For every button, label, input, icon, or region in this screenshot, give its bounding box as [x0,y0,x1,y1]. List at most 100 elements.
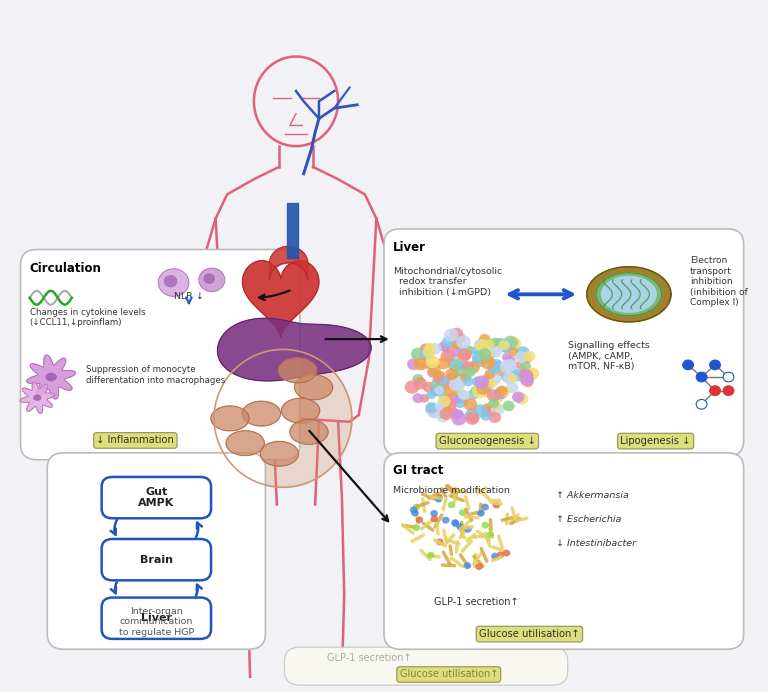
Text: ↓ Intestinibacter: ↓ Intestinibacter [556,539,636,548]
Circle shape [491,401,501,410]
Polygon shape [27,355,75,399]
Circle shape [460,346,469,354]
Circle shape [489,359,503,371]
Circle shape [439,394,452,407]
Polygon shape [282,399,319,423]
Circle shape [472,385,487,399]
Circle shape [474,340,484,349]
Circle shape [458,377,467,385]
Circle shape [475,341,486,352]
Circle shape [491,553,498,560]
Circle shape [436,383,449,395]
Text: Liver: Liver [141,613,172,623]
Circle shape [432,385,445,397]
Polygon shape [587,266,671,322]
Circle shape [458,390,470,400]
Circle shape [496,385,508,396]
Circle shape [411,347,426,361]
Circle shape [425,404,438,415]
Circle shape [413,377,427,390]
Circle shape [723,372,734,382]
Circle shape [503,336,518,349]
Circle shape [405,381,419,394]
Text: ↑ Akkermansia: ↑ Akkermansia [556,491,629,500]
Circle shape [452,376,466,389]
Circle shape [425,403,437,413]
Circle shape [458,349,472,361]
Text: Glucose utilisation↑: Glucose utilisation↑ [479,629,580,639]
Circle shape [435,493,443,500]
Circle shape [511,370,524,381]
Circle shape [420,361,429,369]
Circle shape [526,367,539,380]
Circle shape [467,390,478,400]
Circle shape [481,356,495,370]
Polygon shape [279,358,316,383]
Circle shape [472,376,484,387]
Circle shape [477,510,485,517]
Circle shape [438,395,451,408]
Circle shape [502,344,511,353]
Circle shape [455,334,465,344]
Circle shape [452,349,465,361]
Circle shape [494,365,507,376]
Circle shape [488,361,499,371]
Circle shape [479,349,494,363]
Circle shape [440,350,454,363]
Circle shape [519,369,533,381]
Circle shape [502,372,516,385]
FancyBboxPatch shape [101,477,211,518]
Circle shape [487,361,502,374]
Polygon shape [214,349,352,487]
Circle shape [491,403,505,416]
Circle shape [508,374,518,383]
Circle shape [479,379,493,392]
Circle shape [507,337,521,349]
Circle shape [425,356,439,368]
Circle shape [503,549,510,556]
Polygon shape [260,441,299,466]
Circle shape [454,410,463,418]
Circle shape [445,343,456,352]
Circle shape [415,516,423,523]
Polygon shape [294,375,333,400]
Circle shape [428,405,442,418]
Circle shape [481,412,491,421]
Circle shape [204,273,215,284]
Circle shape [478,348,492,361]
Circle shape [412,374,424,385]
Circle shape [449,361,460,371]
Text: ↓ Inflammation: ↓ Inflammation [96,435,174,446]
Circle shape [448,502,455,509]
Circle shape [435,402,444,410]
Circle shape [442,336,454,347]
Circle shape [458,390,468,399]
Circle shape [482,349,493,359]
Circle shape [432,371,443,381]
Circle shape [411,509,419,516]
Circle shape [472,404,487,417]
Circle shape [475,563,483,570]
Circle shape [452,363,467,376]
Circle shape [460,372,472,382]
Polygon shape [20,382,55,414]
Text: GLP-1 secretion↑: GLP-1 secretion↑ [434,597,518,608]
Circle shape [419,348,434,361]
Circle shape [452,409,462,418]
Circle shape [454,393,466,404]
Circle shape [483,406,495,417]
Circle shape [500,388,510,397]
Circle shape [488,366,500,376]
Circle shape [435,495,442,502]
Text: Electron
transport
inhibition
(inhibition of
Complex I): Electron transport inhibition (inhibitio… [690,257,748,307]
Circle shape [696,399,707,409]
Circle shape [425,343,435,352]
Ellipse shape [45,373,57,381]
Text: Inter-organ
communication
to regulate HGP: Inter-organ communication to regulate HG… [119,607,194,637]
Circle shape [445,373,460,387]
Circle shape [425,401,439,413]
Circle shape [497,552,505,558]
Circle shape [482,522,489,529]
Circle shape [453,374,468,386]
Circle shape [435,376,450,390]
